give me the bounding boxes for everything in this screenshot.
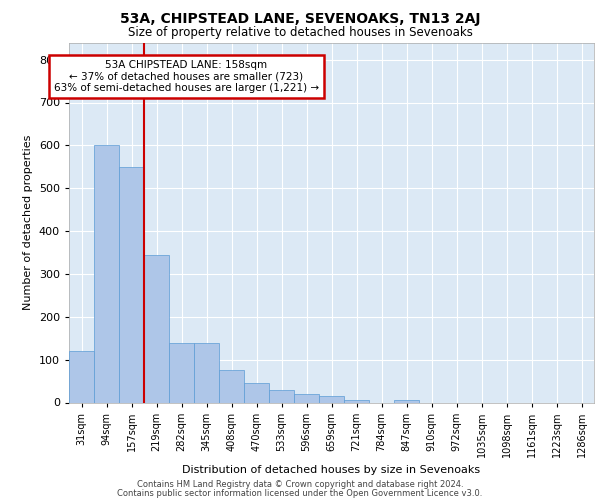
Bar — [244, 383, 269, 402]
Bar — [194, 342, 219, 402]
Bar — [319, 396, 344, 402]
Text: Contains HM Land Registry data © Crown copyright and database right 2024.: Contains HM Land Registry data © Crown c… — [137, 480, 463, 489]
X-axis label: Distribution of detached houses by size in Sevenoaks: Distribution of detached houses by size … — [182, 466, 481, 475]
Bar — [94, 146, 119, 402]
Bar — [144, 254, 169, 402]
Bar — [394, 400, 419, 402]
Text: 53A CHIPSTEAD LANE: 158sqm
← 37% of detached houses are smaller (723)
63% of sem: 53A CHIPSTEAD LANE: 158sqm ← 37% of deta… — [54, 60, 319, 94]
Bar — [294, 394, 319, 402]
Bar — [219, 370, 244, 402]
Text: Contains public sector information licensed under the Open Government Licence v3: Contains public sector information licen… — [118, 489, 482, 498]
Bar — [269, 390, 294, 402]
Bar — [169, 342, 194, 402]
Bar — [69, 351, 94, 403]
Bar — [344, 400, 369, 402]
Text: 53A, CHIPSTEAD LANE, SEVENOAKS, TN13 2AJ: 53A, CHIPSTEAD LANE, SEVENOAKS, TN13 2AJ — [120, 12, 480, 26]
Text: Size of property relative to detached houses in Sevenoaks: Size of property relative to detached ho… — [128, 26, 472, 39]
Y-axis label: Number of detached properties: Number of detached properties — [23, 135, 33, 310]
Bar — [119, 167, 144, 402]
